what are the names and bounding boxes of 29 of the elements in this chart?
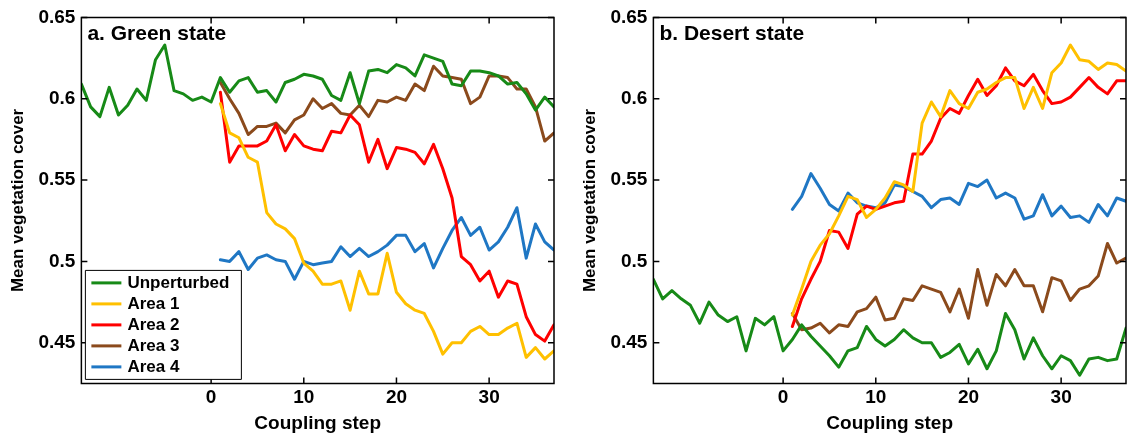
y-tick-label: 0.55: [38, 168, 76, 190]
legend-label: Area 2: [127, 314, 180, 334]
y-tick-label: 0.45: [610, 330, 648, 352]
y-tick-label: 0.6: [620, 86, 648, 108]
x-axis-title: Coupling step: [826, 411, 954, 433]
x-tick-label: 20: [957, 386, 980, 408]
x-tick-label: 30: [478, 386, 500, 408]
x-tick-label: 0: [205, 386, 217, 408]
x-axis-title: Coupling step: [254, 411, 382, 433]
legend-label: Unperturbed: [127, 272, 230, 292]
x-tick-label: 10: [293, 386, 315, 408]
y-axis-title: Mean vegetation cover: [579, 108, 599, 293]
y-tick-label: 0.6: [48, 86, 76, 108]
legend-label: Area 1: [127, 293, 180, 313]
y-tick-label: 0.65: [38, 5, 76, 27]
y-tick-label: 0.65: [610, 5, 648, 27]
y-tick-label: 0.45: [38, 330, 76, 352]
y-tick-label: 0.55: [610, 168, 648, 190]
chart-title: a. Green state: [87, 20, 227, 44]
x-tick-label: 0: [777, 386, 789, 408]
chart-title: b. Desert state: [659, 20, 805, 44]
y-axis-title: Mean vegetation cover: [7, 108, 27, 293]
x-tick-label: 20: [385, 386, 408, 408]
legend-label: Area 4: [127, 356, 180, 376]
y-tick-label: 0.5: [620, 249, 648, 271]
y-tick-label: 0.5: [48, 249, 76, 271]
x-tick-label: 30: [1050, 386, 1072, 408]
legend-label: Area 3: [127, 335, 180, 355]
x-tick-label: 10: [865, 386, 887, 408]
